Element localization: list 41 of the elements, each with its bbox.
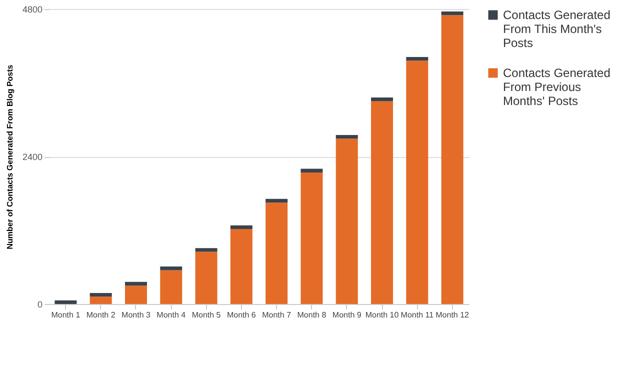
- y-tick-label: 0: [37, 300, 42, 310]
- bar: [371, 101, 394, 304]
- bar: [266, 198, 288, 203]
- x-tick-label: Month 11: [400, 310, 434, 320]
- x-tick-label: Month 7: [262, 310, 292, 320]
- x-tick-label: Month 9: [332, 310, 362, 320]
- x-tick-label: Month 6: [226, 310, 256, 320]
- bar: [300, 168, 323, 172]
- bar: [266, 202, 288, 304]
- bar: [124, 286, 147, 304]
- x-tick-label: Month 5: [192, 310, 222, 320]
- bar: [124, 282, 147, 286]
- x-tick-label: Month 1: [51, 310, 81, 320]
- y-tick-label: 4800: [22, 4, 42, 14]
- legend-label: Contacts Generated From This Month's Posts: [503, 8, 610, 50]
- bar: [300, 172, 323, 304]
- bar: [160, 270, 182, 304]
- bar: [406, 60, 428, 304]
- bar: [406, 56, 428, 61]
- bar: [230, 229, 252, 304]
- x-tick-label: Month 10: [365, 310, 400, 320]
- bar: [195, 252, 218, 304]
- bar: [441, 11, 464, 16]
- y-axis-title: Number of Contacts Generated From Blog Posts: [5, 64, 14, 250]
- bar: [90, 296, 112, 304]
- x-tick-label: Month 4: [156, 310, 186, 320]
- bar: [90, 292, 112, 297]
- bar: [441, 15, 464, 304]
- y-tick-label: 2400: [22, 152, 42, 162]
- bar: [160, 266, 182, 270]
- bar: [371, 98, 394, 102]
- bar: [230, 225, 252, 230]
- x-tick-label: Month 8: [297, 310, 327, 320]
- bar: [195, 248, 218, 252]
- bar: [54, 300, 77, 304]
- x-tick-label: Month 3: [122, 310, 151, 320]
- x-tick-label: Month 12: [436, 310, 470, 320]
- legend-label: Contacts Generated From Previous Months' Posts: [503, 66, 610, 108]
- bar: [336, 138, 358, 304]
- x-tick-label: Month 2: [86, 310, 116, 320]
- bar: [336, 134, 358, 139]
